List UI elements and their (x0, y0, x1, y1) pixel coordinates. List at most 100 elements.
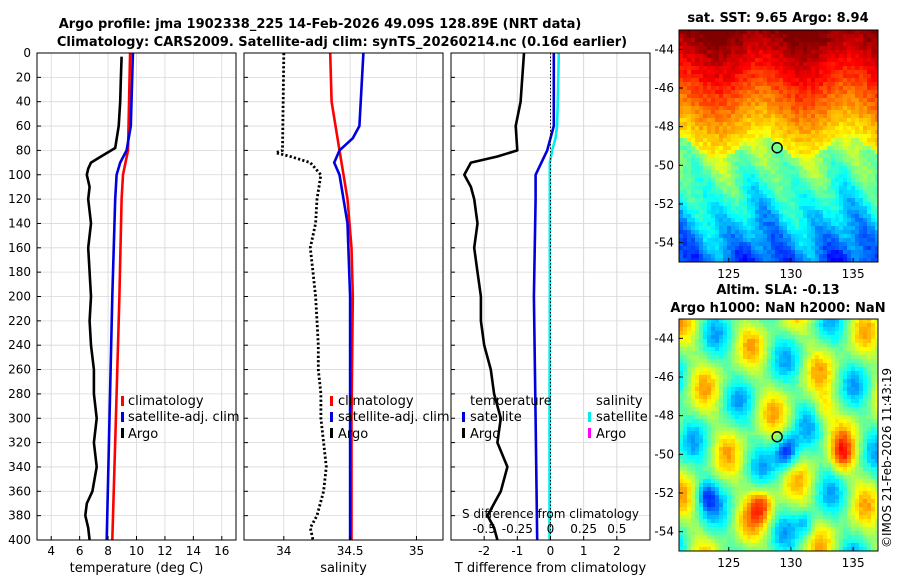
heatmap-cell (687, 114, 692, 119)
heatmap-cell (851, 90, 856, 95)
heatmap-cell (819, 246, 824, 251)
heatmap-cell (859, 42, 864, 47)
heatmap-cell (751, 70, 756, 75)
heatmap-cell (835, 182, 840, 187)
heatmap-cell (783, 226, 788, 231)
heatmap-cell (871, 186, 876, 191)
heatmap-cell (699, 246, 704, 251)
heatmap-cell (803, 214, 808, 219)
heatmap-cell (803, 34, 808, 39)
heatmap-cell (847, 319, 852, 324)
heatmap-cell (707, 371, 712, 376)
heatmap-cell (847, 126, 852, 131)
heatmap-cell (699, 218, 704, 223)
heatmap-cell (763, 455, 768, 460)
heatmap-cell (747, 359, 752, 364)
heatmap-cell (691, 431, 696, 436)
heatmap-cell (731, 407, 736, 412)
heatmap-cell (751, 30, 756, 35)
heatmap-cell (743, 210, 748, 215)
heatmap-cell (711, 427, 716, 432)
heatmap-cell (707, 415, 712, 420)
heatmap-cell (843, 42, 848, 47)
heatmap-cell (851, 250, 856, 255)
heatmap-cell (763, 130, 768, 135)
heatmap-cell (867, 335, 872, 340)
heatmap-cell (691, 403, 696, 408)
heatmap-cell (823, 351, 828, 356)
heatmap-cell (703, 463, 708, 468)
y-tick-label: -46 (654, 81, 674, 95)
heatmap-cell (707, 423, 712, 428)
heatmap-cell (691, 323, 696, 328)
heatmap-cell (835, 86, 840, 91)
heatmap-cell (867, 58, 872, 63)
heatmap-cell (683, 126, 688, 131)
heatmap-cell (815, 186, 820, 191)
heatmap-cell (831, 86, 836, 91)
heatmap-cell (851, 158, 856, 163)
heatmap-cell (867, 50, 872, 55)
heatmap-cell (699, 439, 704, 444)
heatmap-cell (763, 443, 768, 448)
heatmap-cell (723, 343, 728, 348)
heatmap-cell (775, 447, 780, 452)
heatmap-cell (851, 202, 856, 207)
heatmap-cell (803, 222, 808, 227)
heatmap-cell (723, 90, 728, 95)
heatmap-cell (843, 455, 848, 460)
heatmap-cell (679, 238, 684, 243)
heatmap-cell (771, 166, 776, 171)
heatmap-cell (859, 158, 864, 163)
heatmap-cell (683, 459, 688, 464)
heatmap-cell (759, 222, 764, 227)
heatmap-cell (871, 319, 876, 324)
heatmap-cell (799, 387, 804, 392)
heatmap-cell (839, 182, 844, 187)
heatmap-cell (723, 455, 728, 460)
heatmap-cell (711, 343, 716, 348)
heatmap-cell (735, 46, 740, 51)
heatmap-cell (863, 387, 868, 392)
heatmap-cell (707, 230, 712, 235)
heatmap-cell (723, 443, 728, 448)
heatmap-cell (875, 331, 878, 336)
heatmap-cell (767, 250, 772, 255)
heatmap-cell (719, 375, 724, 380)
heatmap-cell (847, 142, 852, 147)
heatmap-cell (851, 162, 856, 167)
heatmap-cell (815, 78, 820, 83)
heatmap-cell (679, 395, 684, 400)
heatmap-cell (723, 34, 728, 39)
heatmap-cell (683, 399, 688, 404)
heatmap-cell (727, 455, 732, 460)
heatmap-cell (695, 423, 700, 428)
heatmap-cell (727, 58, 732, 63)
heatmap-cell (727, 102, 732, 107)
heatmap-cell (851, 455, 856, 460)
heatmap-cell (739, 435, 744, 440)
heatmap-cell (751, 359, 756, 364)
heatmap-cell (851, 391, 856, 396)
heatmap-cell (691, 190, 696, 195)
heatmap-cell (703, 339, 708, 344)
heatmap-cell (679, 427, 684, 432)
heatmap-cell (851, 319, 856, 324)
heatmap-cell (803, 435, 808, 440)
heatmap-cell (735, 118, 740, 123)
heatmap-cell (859, 106, 864, 111)
heatmap-cell (819, 122, 824, 127)
heatmap-cell (795, 234, 800, 239)
heatmap-cell (699, 58, 704, 63)
heatmap-cell (775, 70, 780, 75)
heatmap-cell (723, 62, 728, 67)
heatmap-cell (807, 242, 812, 247)
heatmap-cell (815, 427, 820, 432)
heatmap-cell (863, 391, 868, 396)
heatmap-cell (691, 347, 696, 352)
heatmap-cell (759, 58, 764, 63)
heatmap-cell (775, 38, 780, 43)
heatmap-cell (795, 395, 800, 400)
heatmap-cell (787, 375, 792, 380)
